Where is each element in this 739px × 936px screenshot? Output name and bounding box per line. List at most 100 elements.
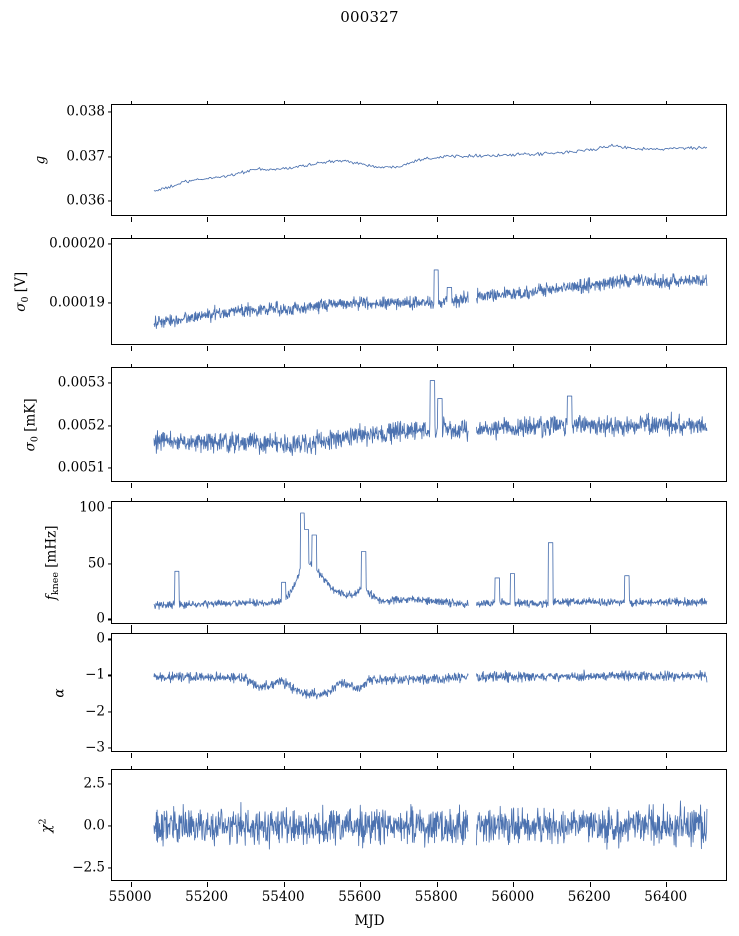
xtick-mark <box>666 497 668 502</box>
axes-frame-alpha: 0 −1 −2 −3 <box>85 629 727 758</box>
xtick-mark <box>513 882 515 887</box>
xtick-mark <box>207 217 209 222</box>
xtick-mark <box>360 497 362 502</box>
plot-line-sigma0-mk <box>112 368 726 481</box>
xtick-mark <box>666 882 668 887</box>
xtick-label: 56400 <box>644 889 688 905</box>
xtick-mark <box>207 765 209 770</box>
xtick-mark <box>130 625 132 630</box>
ytick-mark <box>107 618 112 620</box>
xtick-mark <box>589 625 591 630</box>
xtick-mark <box>207 629 209 634</box>
ytick-mark <box>107 243 112 245</box>
xtick-mark <box>513 629 515 634</box>
xtick-mark <box>283 753 285 758</box>
xtick-mark <box>360 629 362 634</box>
ytick-mark <box>107 783 112 785</box>
ytick-label: 0.0053 <box>57 374 105 391</box>
xtick-mark <box>513 483 515 488</box>
xaxis-label: MJD <box>354 913 385 929</box>
xtick-mark <box>513 217 515 222</box>
xtick-mark <box>360 625 362 630</box>
xtick-mark <box>130 753 132 758</box>
xtick-mark <box>130 629 132 634</box>
ytick-label: 0.037 <box>66 147 105 164</box>
xtick-label: 56200 <box>567 889 611 905</box>
xtick-mark <box>207 346 209 351</box>
xtick-label: 56000 <box>491 889 535 905</box>
xtick-mark <box>666 346 668 351</box>
xtick-mark <box>283 625 285 630</box>
xtick-mark <box>589 346 591 351</box>
xtick-mark <box>360 234 362 239</box>
xtick-mark <box>589 753 591 758</box>
xtick-mark <box>130 497 132 502</box>
axes-frame-chi2: 2.5 0.0 −2.5 <box>72 765 727 887</box>
xtick-mark <box>589 882 591 887</box>
xtick-mark <box>207 100 209 105</box>
panel-alpha: 0 −1 −2 −3 <box>85 629 727 758</box>
plot-line-chi2 <box>112 770 726 880</box>
panel-g: 0.036 0.037 0.038 <box>66 100 727 222</box>
ytick-label: 0.0051 <box>57 459 105 476</box>
xtick-mark <box>589 497 591 502</box>
ytick-mark <box>107 507 112 509</box>
xtick-mark <box>589 765 591 770</box>
xtick-mark <box>436 363 438 368</box>
xtick-mark <box>666 625 668 630</box>
xtick-mark <box>589 483 591 488</box>
xtick-mark <box>207 882 209 887</box>
xtick-mark <box>666 100 668 105</box>
panel-sigma0-mk: 0.0051 0.0052 0.0053 <box>58 363 727 488</box>
xtick-mark <box>283 346 285 351</box>
xtick-mark <box>589 363 591 368</box>
ytick-label: −3 <box>85 738 105 755</box>
ytick-mark <box>107 200 112 202</box>
xtick-mark <box>360 765 362 770</box>
ytick-label: 100 <box>79 498 105 515</box>
plot-line-sigma0-v <box>112 239 726 344</box>
xtick-mark <box>513 346 515 351</box>
xtick-mark <box>666 765 668 770</box>
xtick-mark <box>666 483 668 488</box>
ytick-label: 0.0 <box>83 817 105 834</box>
plot-line-fknee <box>112 502 726 623</box>
xtick-mark <box>436 100 438 105</box>
xtick-mark <box>666 363 668 368</box>
xtick-mark <box>283 100 285 105</box>
xtick-mark <box>436 753 438 758</box>
xtick-mark <box>666 234 668 239</box>
ytick-mark <box>107 467 112 469</box>
ytick-mark <box>107 867 112 869</box>
xtick-mark <box>513 234 515 239</box>
xtick-mark <box>436 346 438 351</box>
xtick-mark <box>207 483 209 488</box>
xtick-mark <box>283 363 285 368</box>
xtick-mark <box>207 497 209 502</box>
xtick-mark <box>436 765 438 770</box>
xtick-mark <box>130 363 132 368</box>
xtick-mark <box>666 753 668 758</box>
xtick-mark <box>130 217 132 222</box>
xtick-mark <box>360 363 362 368</box>
axes-frame-g: 0.036 0.037 0.038 <box>66 100 727 222</box>
xtick-mark <box>360 483 362 488</box>
xtick-mark <box>283 483 285 488</box>
ytick-mark <box>107 302 112 304</box>
xtick-mark <box>130 234 132 239</box>
ytick-mark <box>107 638 112 640</box>
xtick-mark <box>360 882 362 887</box>
panel-chi2: 2.5 0.0 −2.5 <box>72 765 727 887</box>
ytick-label: 2.5 <box>83 775 105 792</box>
xtick-mark <box>589 234 591 239</box>
xtick-mark <box>436 234 438 239</box>
ytick-mark <box>107 825 112 827</box>
ytick-label: 0 <box>96 630 105 647</box>
yaxis-label: g <box>31 155 48 165</box>
ytick-label: 0.0052 <box>57 416 105 433</box>
xtick-mark <box>283 217 285 222</box>
xtick-mark <box>360 346 362 351</box>
ytick-label: 0.036 <box>66 192 105 209</box>
xtick-mark <box>666 217 668 222</box>
ytick-mark <box>107 382 112 384</box>
